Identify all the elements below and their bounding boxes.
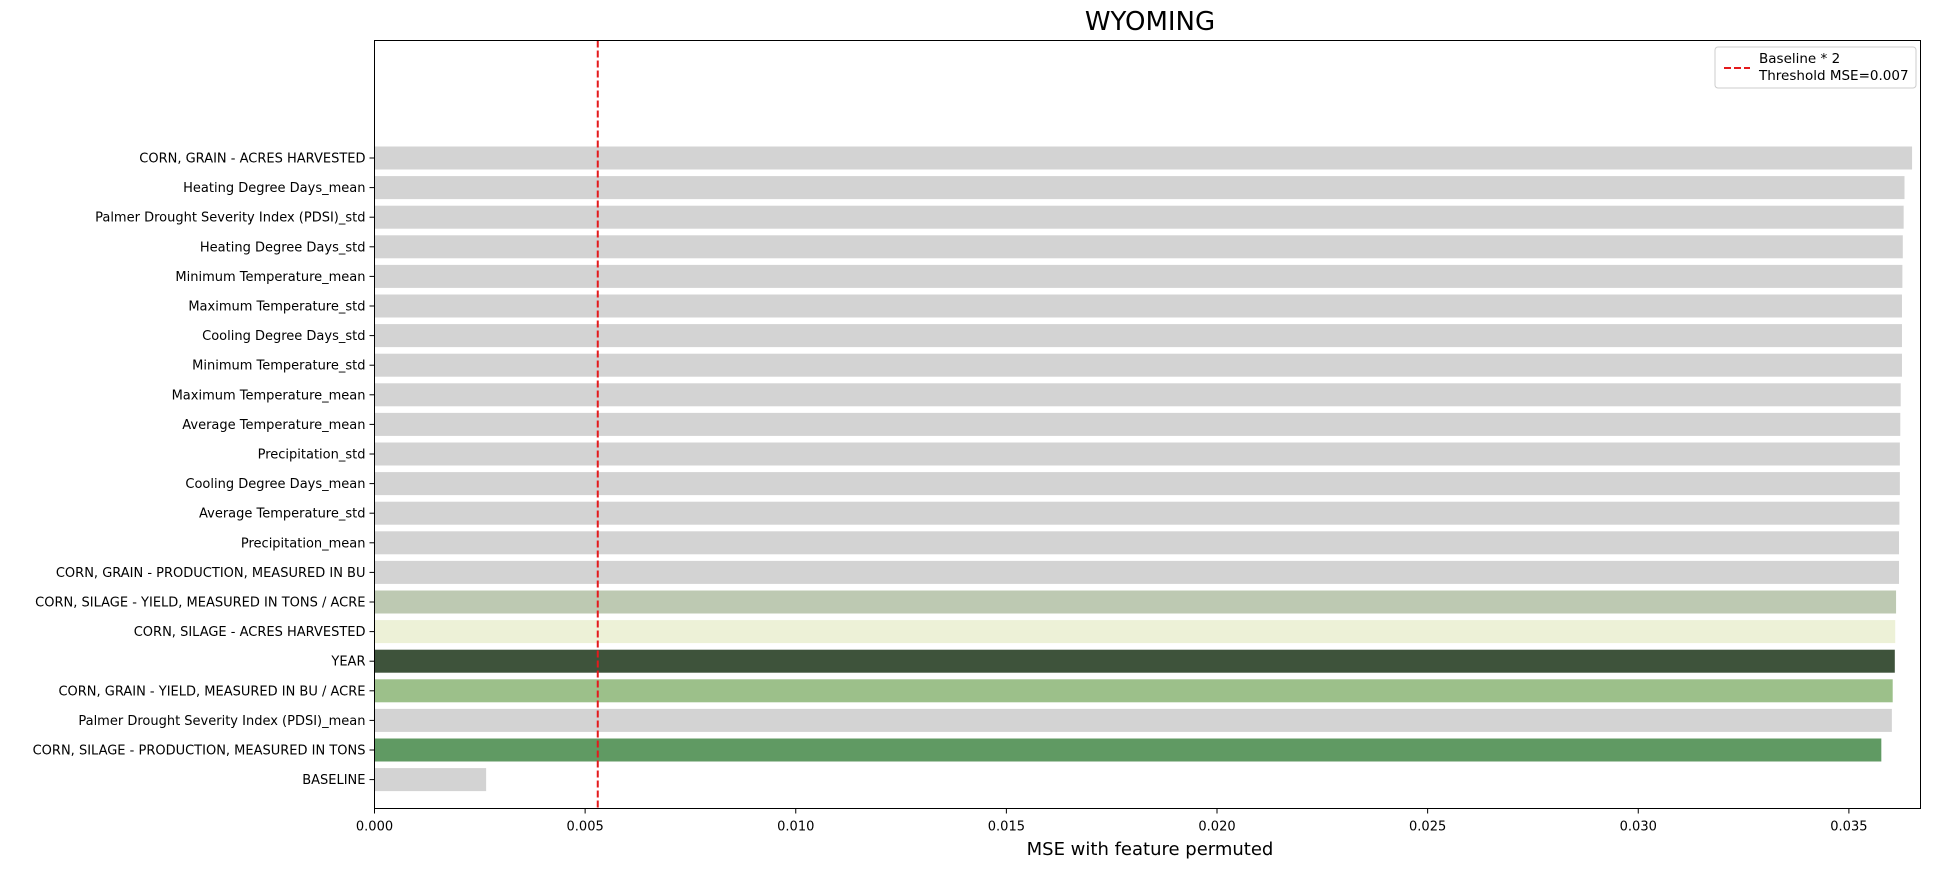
y-tick-label: Maximum Temperature_std: [188, 300, 365, 315]
y-tick-label: Cooling Degree Days_std: [202, 329, 365, 344]
bar: [374, 738, 1882, 762]
y-tick-label: Minimum Temperature_std: [192, 359, 365, 374]
bar: [374, 264, 1903, 288]
x-tick-label: 0.015: [988, 820, 1025, 835]
y-tick-label: Precipitation_mean: [241, 536, 366, 551]
bar: [374, 294, 1902, 318]
x-tick-label: 0.035: [1830, 820, 1867, 835]
bar: [374, 679, 1893, 703]
x-tick-label: 0.025: [1409, 820, 1446, 835]
bar: [374, 708, 1892, 732]
y-tick-label: CORN, SILAGE - ACRES HARVESTED: [134, 625, 366, 640]
bar: [374, 501, 1900, 525]
bar: [374, 324, 1902, 348]
y-tick-label: CORN, GRAIN - PRODUCTION, MEASURED IN BU: [56, 566, 366, 581]
y-tick-label: CORN, SILAGE - YIELD, MEASURED IN TONS /…: [35, 596, 365, 611]
bar: [374, 620, 1896, 644]
bars-layer: [374, 146, 1913, 792]
bar: [374, 590, 1897, 614]
bar: [374, 205, 1904, 229]
y-tick-label: CORN, GRAIN - ACRES HARVESTED: [139, 152, 365, 167]
x-tick-label: 0.005: [567, 820, 604, 835]
y-tick-label: CORN, GRAIN - YIELD, MEASURED IN BU / AC…: [58, 684, 365, 699]
category-labels: CORN, GRAIN - ACRES HARVESTED Heating Deg…: [33, 152, 375, 788]
bar: [374, 176, 1905, 200]
y-tick-label: Minimum Temperature_mean: [175, 270, 365, 285]
bar: [374, 649, 1895, 673]
y-tick-label: CORN, SILAGE - PRODUCTION, MEASURED IN T…: [33, 744, 366, 759]
x-tick-label: 0.000: [356, 820, 393, 835]
bar: [374, 353, 1902, 377]
legend: Baseline * 2 Threshold MSE=0.007: [1714, 46, 1917, 89]
x-axis-title: MSE with feature permuted: [1027, 839, 1274, 860]
bar: [374, 768, 487, 792]
chart-title: WYOMING: [1085, 7, 1215, 37]
legend-label-line2: Threshold MSE=0.007: [1758, 68, 1909, 84]
bar: [374, 531, 1900, 555]
y-tick-label: Average Temperature_mean: [182, 418, 365, 433]
x-tick-label: 0.030: [1620, 820, 1657, 835]
bar: [374, 235, 1903, 259]
y-tick-label: YEAR: [330, 655, 365, 670]
y-tick-label: Cooling Degree Days_mean: [185, 477, 365, 492]
y-tick-label: Palmer Drought Severity Index (PDSI)_mea…: [78, 714, 365, 729]
x-axis-ticks: 0.000 0.005 0.010 0.015 0.020 0.025 0.030 0.035: [356, 808, 1867, 835]
bar: [374, 472, 1900, 496]
bar: [374, 412, 1901, 436]
x-tick-label: 0.010: [777, 820, 814, 835]
x-tick-label: 0.020: [1198, 820, 1235, 835]
bar: [374, 442, 1900, 466]
y-tick-label: Average Temperature_std: [199, 507, 366, 522]
bar: [374, 383, 1901, 407]
bar: [374, 560, 1900, 584]
y-tick-label: Maximum Temperature_mean: [172, 388, 366, 403]
y-tick-label: Precipitation_std: [258, 448, 366, 463]
y-tick-label: BASELINE: [302, 773, 365, 788]
y-tick-label: Heating Degree Days_mean: [183, 181, 365, 196]
legend-box: [1714, 46, 1917, 89]
y-tick-label: Heating Degree Days_std: [200, 240, 366, 255]
bar: [374, 146, 1913, 170]
legend-label-line1: Baseline * 2: [1759, 51, 1840, 67]
y-tick-label: Palmer Drought Severity Index (PDSI)_std: [95, 211, 365, 226]
